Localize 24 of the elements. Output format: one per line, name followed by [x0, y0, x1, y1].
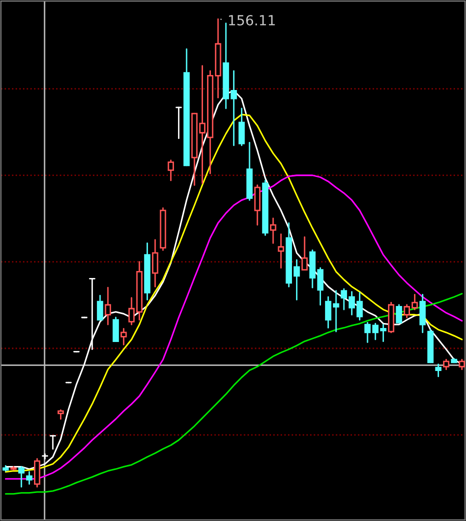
candlestick [176, 106, 182, 140]
candlestick [238, 108, 245, 146]
candlestick [128, 297, 135, 326]
candlestick [278, 234, 284, 269]
candlestick [443, 358, 450, 370]
candlestick [18, 466, 25, 488]
annotation: 156.11 [229, 14, 275, 26]
candlestick [112, 316, 119, 342]
candlestick [435, 364, 442, 378]
candlestick [104, 286, 112, 326]
candlestick [301, 236, 308, 270]
candlestick [96, 294, 104, 321]
candlestick [89, 278, 96, 350]
candlestick [168, 160, 174, 182]
candlestick [364, 322, 371, 343]
candlestick [419, 294, 426, 334]
candlestick [270, 218, 276, 244]
candlestick [396, 304, 402, 324]
candlestick [120, 328, 127, 346]
candlestick [254, 184, 261, 226]
candlestick [26, 471, 32, 485]
candlestick [50, 435, 56, 450]
candlestick [34, 458, 40, 488]
candlestick [152, 239, 158, 288]
